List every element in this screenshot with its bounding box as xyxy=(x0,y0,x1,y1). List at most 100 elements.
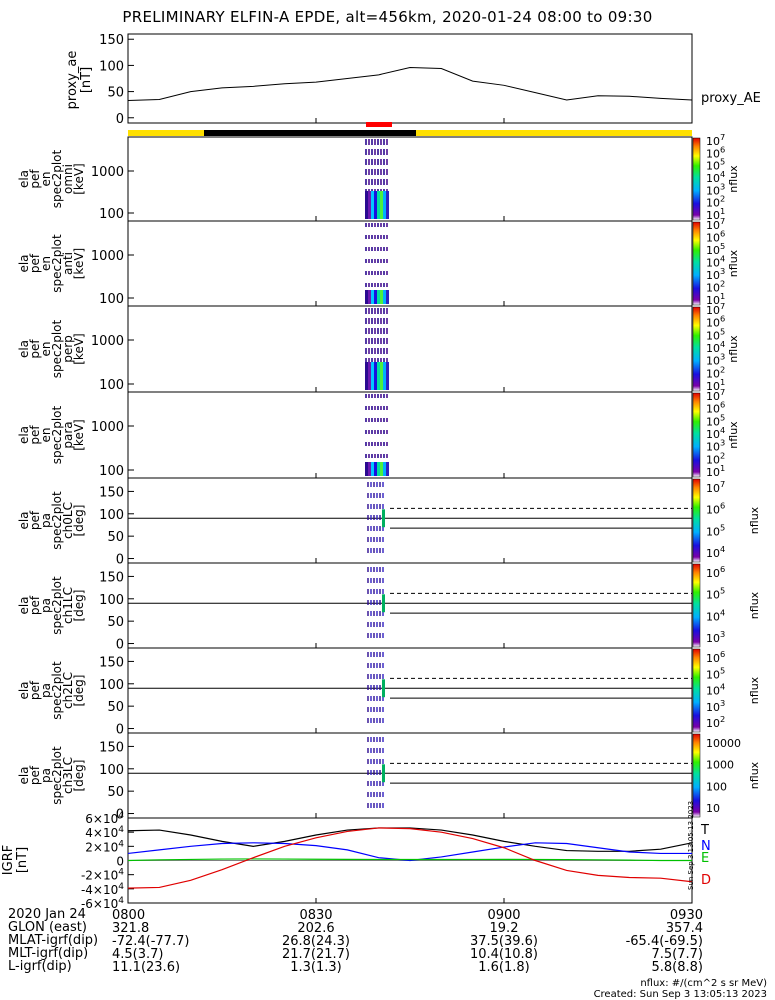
spec-panel-3-ylabel: en xyxy=(39,342,53,357)
pa-panel-5-ytick-label: 150 xyxy=(99,485,124,500)
igrf-series-E xyxy=(127,858,692,862)
pa-panel-7-colorbar-tick: 104 xyxy=(706,682,725,698)
spec-panel-4-ylabel: pef xyxy=(28,425,42,445)
pa-panel-7-ylabel: pef xyxy=(28,680,42,700)
pa-panel-8-ylabel: pef xyxy=(28,765,42,785)
pa-panel-5-colorbar-tick: 104 xyxy=(706,544,725,560)
proxy-ae-ytick-label: 50 xyxy=(107,86,124,101)
spec-panel-1-colorbar-tick: 102 xyxy=(706,194,725,210)
pa-panel-6-colorbar xyxy=(692,563,701,648)
ephem-row-4-value: 5.8(8.8) xyxy=(652,960,704,975)
spec-panel-1-colorbar-tick: 107 xyxy=(706,132,725,148)
proxy-ae-ytick-label: 0 xyxy=(116,112,124,127)
ephem-row-2-value: -65.4(-69.5) xyxy=(626,934,703,949)
pa-panel-7-colorbar xyxy=(692,648,701,733)
pa-panel-8-ylabel: ela xyxy=(17,766,31,784)
pa-panel-6-ylabel: spec2plot xyxy=(50,576,64,635)
ephem-row-4-value: 1.6(1.8) xyxy=(478,960,530,975)
spec-panel-4-burst-cell xyxy=(371,462,374,476)
spec-panel-1-frame xyxy=(127,136,693,222)
pa-panel-5-ytick-label: 100 xyxy=(99,508,124,523)
ephem-row-0-value: 0900 xyxy=(487,908,520,923)
pa-panel-8-ylabel: ch3LC xyxy=(61,757,75,794)
spec-panel-2-burst-cell xyxy=(377,290,380,304)
spec-panel-3-ytick-label: 100 xyxy=(99,378,124,393)
pa-panel-5-colorbar-tick: 107 xyxy=(706,479,725,495)
pa-panel-6-colorbar-tick: 105 xyxy=(706,586,725,602)
igrf-ytick-label: 6×104 xyxy=(85,811,124,826)
pa-panel-8-frame xyxy=(127,732,693,819)
spec-panel-1-ylabel: ela xyxy=(17,170,31,188)
spec-panel-2-burst-cell xyxy=(371,290,374,304)
spec-panel-3-colorbar xyxy=(692,306,701,392)
pa-panel-6-ylabel: ela xyxy=(17,596,31,614)
ephem-row-3-value: 7.5(7.7) xyxy=(652,947,704,962)
chart-title: PRELIMINARY ELFIN-A EPDE, alt=456km, 202… xyxy=(122,8,653,26)
spec-panel-2-ytick-label: 100 xyxy=(99,292,124,307)
igrf-ytick-label: -2×104 xyxy=(81,868,124,883)
spec-panel-2-ylabel: pef xyxy=(28,253,42,273)
spec-panel-2-burst-cell xyxy=(383,290,386,304)
spec-panel-4-ytick-label: 100 xyxy=(99,464,124,479)
igrf-legend-D: D xyxy=(701,873,711,888)
pa-panel-6-colorbar-tick: 104 xyxy=(706,607,725,623)
pa-panel-8-colorbar-tick: 1000 xyxy=(706,759,734,772)
spec-panel-4-burst-cell xyxy=(365,462,368,476)
pa-panel-6-ylabel: [deg] xyxy=(72,590,86,622)
ephem-row-2-value: 37.5(39.6) xyxy=(470,934,538,949)
igrf-legend-N: N xyxy=(701,839,711,854)
spec-panel-3-colorbar-tick: 103 xyxy=(706,352,725,368)
spec-panel-3-ytick-label: 1000 xyxy=(91,334,124,349)
spec-panel-1-ylabel: en xyxy=(39,172,53,187)
ephem-row-4-label: L-igrf(dip) xyxy=(8,959,72,974)
pa-panel-6-ylabel: pa xyxy=(39,598,53,613)
pa-panel-6-frame xyxy=(127,562,693,649)
pa-panel-5-colorbar-tick: 106 xyxy=(706,501,725,517)
ephem-row-3-value: 10.4(10.8) xyxy=(470,947,538,962)
spec-panel-1-burst-cell xyxy=(383,191,386,219)
spec-panel-1-colorbar-tick: 103 xyxy=(706,181,725,197)
spec-panel-1-burst-cell xyxy=(371,191,374,219)
ephem-row-3-label: MLT-igrf(dip) xyxy=(8,946,89,961)
spec-panel-3-ylabel: pef xyxy=(28,339,42,359)
spec-panel-2-burst-cell xyxy=(386,290,389,304)
pa-panel-7-ylabel: pa xyxy=(39,683,53,698)
igrf-series-D xyxy=(127,827,693,889)
spec-panel-1-burst-cell xyxy=(380,191,383,219)
pa-panel-6-ytick-label: 50 xyxy=(107,615,124,630)
pa-panel-5-burst-cell xyxy=(382,509,385,528)
pa-panel-8-colorbar-tick: 100 xyxy=(706,780,727,793)
pa-panel-8-ylabel: [deg] xyxy=(72,760,86,792)
spec-panel-2-frame xyxy=(127,220,693,307)
spec-panel-4-burst-cell xyxy=(386,462,389,476)
spec-panel-4-burst-cell xyxy=(368,462,371,476)
spec-panel-3-colorbar-tick: 101 xyxy=(706,377,725,393)
proxy-ae-legend: proxy_AE xyxy=(701,91,761,106)
spec-panel-1-burst-cell xyxy=(377,191,380,219)
pa-panel-5-ylabel: pef xyxy=(28,510,42,530)
pa-panel-8-burst-cell xyxy=(382,764,385,783)
igrf-legend-T: T xyxy=(700,823,709,838)
pa-panel-8-ylabel: spec2plot xyxy=(50,746,64,805)
pa-panel-8-colorbar-label: nflux xyxy=(748,761,761,789)
footer-units: nflux: #/(cm^2 s sr MeV) xyxy=(640,978,767,989)
side-stamp: Sun Sep 3 13:05:13 2023 xyxy=(687,801,695,890)
pa-panel-8-ytick-label: 150 xyxy=(99,740,124,755)
pa-panel-7-ytick-label: 150 xyxy=(99,655,124,670)
spec-panel-1-colorbar-label: nflux xyxy=(727,165,740,193)
ephem-row-0-label: 2020 Jan 24 xyxy=(8,907,86,922)
spec-panel-4-colorbar-tick: 103 xyxy=(706,438,725,454)
pa-panel-7-ytick-label: 100 xyxy=(99,678,124,693)
spec-panel-3-ylabel: [keV] xyxy=(72,333,86,364)
igrf-ylabel: IGRF xyxy=(1,845,16,875)
ephem-row-0-value: 0930 xyxy=(670,908,703,923)
pa-panel-7-ylabel: ela xyxy=(17,681,31,699)
spec-panel-4-colorbar-tick: 104 xyxy=(706,425,725,441)
igrf-ylabel-unit: [nT] xyxy=(15,847,30,873)
pa-panel-5-ytick-label: 0 xyxy=(116,553,124,568)
spec-panel-1-ytick-label: 100 xyxy=(99,207,124,222)
spec-panel-1-colorbar-tick: 104 xyxy=(706,169,725,185)
spec-panel-1-burst-cell xyxy=(365,191,368,219)
ephem-row-4-value: 1.3(1.3) xyxy=(290,960,342,975)
